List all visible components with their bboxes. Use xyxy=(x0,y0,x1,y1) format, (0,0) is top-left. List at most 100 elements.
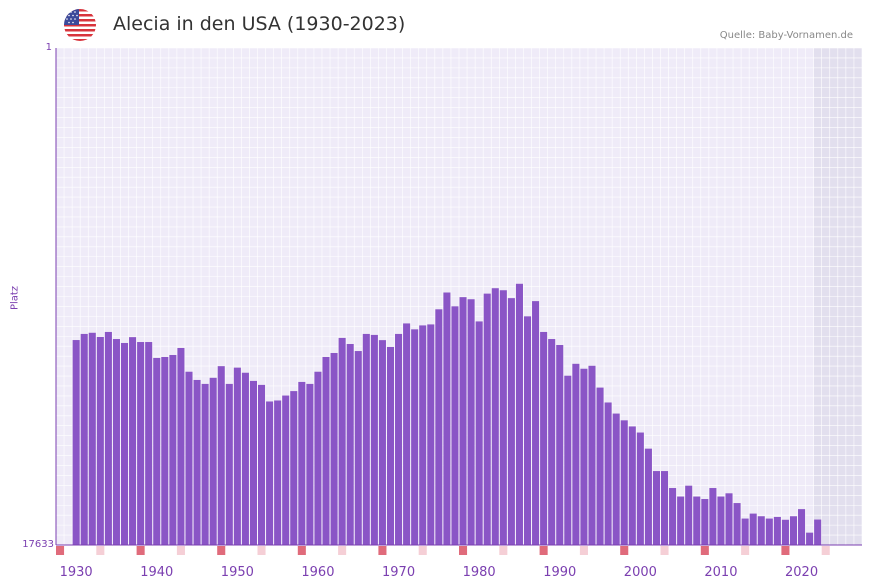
bar-1954 xyxy=(266,401,274,545)
bar-2009 xyxy=(709,488,717,545)
bar-2013 xyxy=(741,518,749,545)
bar-1980 xyxy=(475,321,483,545)
year-marker xyxy=(579,546,588,555)
bar-1958 xyxy=(298,381,306,545)
bar-2017 xyxy=(773,516,781,545)
bar-1932 xyxy=(88,332,96,545)
year-marker xyxy=(176,546,185,555)
bar-1995 xyxy=(596,387,604,545)
bar-1939 xyxy=(145,342,153,545)
bar-1955 xyxy=(274,400,282,545)
bar-1942 xyxy=(169,354,177,545)
bar-1988 xyxy=(540,331,548,545)
bar-1974 xyxy=(427,324,435,545)
bar-2018 xyxy=(781,519,789,545)
bar-2001 xyxy=(644,448,652,545)
bar-1963 xyxy=(338,337,346,545)
bar-1972 xyxy=(411,329,419,545)
bar-1949 xyxy=(225,383,233,545)
bar-1994 xyxy=(588,365,596,545)
bar-2007 xyxy=(693,496,701,545)
bar-1970 xyxy=(395,333,403,545)
bar-2003 xyxy=(661,471,669,545)
bar-2005 xyxy=(677,496,685,545)
bar-1956 xyxy=(282,395,290,545)
bar-1934 xyxy=(104,331,112,545)
bar-1931 xyxy=(80,333,88,545)
year-marker xyxy=(781,546,790,555)
bar-1957 xyxy=(290,391,298,545)
x-tick-labels: 1930 1940 1950 1960 1970 1980 1990 2000 2010 2020 xyxy=(60,565,818,580)
x-tick-label-1970: 1970 xyxy=(382,565,415,580)
bar-1946 xyxy=(201,383,209,545)
us-flag-icon xyxy=(64,9,96,41)
bar-1996 xyxy=(604,402,612,545)
bar-1999 xyxy=(628,426,636,545)
bar-2004 xyxy=(669,488,677,545)
bar-2008 xyxy=(701,499,709,545)
x-tick-label-1980: 1980 xyxy=(463,565,496,580)
bar-1992 xyxy=(572,363,580,545)
bar-1998 xyxy=(620,420,628,545)
year-marker xyxy=(741,546,750,555)
chart-title: Alecia in den USA (1930-2023) xyxy=(113,13,406,35)
year-marker xyxy=(136,546,145,555)
bar-1989 xyxy=(548,339,556,545)
year-marker xyxy=(257,546,266,555)
bar-1975 xyxy=(435,309,443,545)
bar-2014 xyxy=(749,513,757,545)
bar-1978 xyxy=(459,297,467,545)
year-marker xyxy=(297,546,306,555)
plot-grid xyxy=(55,47,863,546)
bar-1940 xyxy=(153,357,161,545)
bar-1976 xyxy=(443,292,451,545)
y-tick-label-top: 1 xyxy=(45,42,52,53)
bar-1985 xyxy=(515,283,523,545)
bar-1950 xyxy=(233,367,241,545)
chart-axes xyxy=(55,48,862,546)
x-tick-label-1950: 1950 xyxy=(221,565,254,580)
bar-2021 xyxy=(806,532,814,545)
year-marker xyxy=(338,546,347,555)
year-marker xyxy=(620,546,629,555)
bar-1953 xyxy=(258,384,266,545)
bar-1961 xyxy=(322,356,330,545)
bar-1948 xyxy=(217,366,225,545)
bar-1947 xyxy=(209,377,217,545)
bar-1965 xyxy=(354,351,362,545)
bar-1966 xyxy=(362,333,370,545)
bar-2019 xyxy=(789,516,798,545)
bar-1959 xyxy=(306,383,314,545)
year-marker xyxy=(499,546,508,555)
bar-1941 xyxy=(161,356,169,545)
bar-1960 xyxy=(314,371,322,545)
bar-1984 xyxy=(507,298,515,545)
source-label: Quelle: Baby-Vornamen.de xyxy=(719,30,853,41)
bar-2022 xyxy=(814,519,822,545)
bar-2010 xyxy=(717,496,725,545)
bar-2011 xyxy=(725,493,733,545)
year-marker xyxy=(96,546,105,555)
bar-2006 xyxy=(685,485,693,545)
bar-2000 xyxy=(636,432,644,545)
bar-series xyxy=(72,283,822,545)
bar-1937 xyxy=(129,337,137,545)
bar-1982 xyxy=(491,288,499,545)
bar-1930 xyxy=(72,340,80,545)
bar-2016 xyxy=(765,518,773,545)
bar-1971 xyxy=(403,323,411,545)
bar-1993 xyxy=(580,368,588,545)
x-tick-label-1940: 1940 xyxy=(140,565,173,580)
bar-1997 xyxy=(612,413,620,545)
year-markers xyxy=(56,546,830,555)
chart-header: Alecia in den USA (1930-2023) Quelle: Ba… xyxy=(0,0,873,48)
x-tick-label-2020: 2020 xyxy=(785,565,818,580)
year-marker xyxy=(217,546,226,555)
bar-1951 xyxy=(241,372,249,545)
year-marker xyxy=(660,546,669,555)
bar-1968 xyxy=(378,340,386,545)
bar-1973 xyxy=(419,325,427,545)
x-tick-label-1960: 1960 xyxy=(301,565,334,580)
bar-1967 xyxy=(370,334,378,545)
